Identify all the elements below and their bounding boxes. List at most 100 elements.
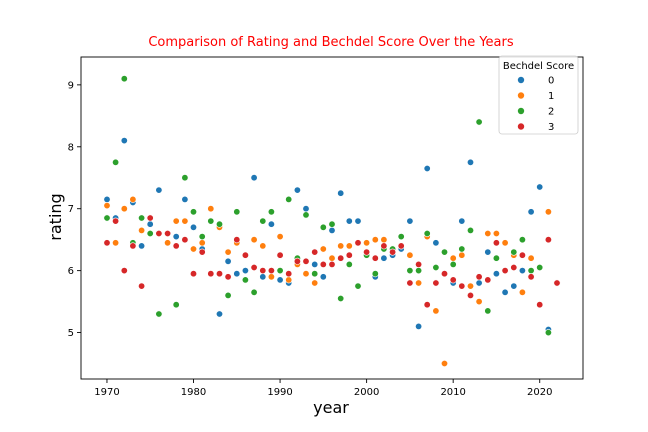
data-point bbox=[449, 276, 457, 284]
data-point bbox=[328, 226, 336, 234]
data-point bbox=[406, 279, 414, 287]
data-point bbox=[510, 248, 518, 256]
data-point bbox=[527, 208, 535, 216]
data-point bbox=[440, 270, 448, 278]
data-point bbox=[449, 260, 457, 268]
data-point bbox=[112, 239, 120, 247]
data-point bbox=[103, 214, 111, 222]
data-point bbox=[216, 220, 224, 228]
data-point bbox=[285, 195, 293, 203]
data-point bbox=[337, 242, 345, 250]
data-point bbox=[129, 242, 137, 250]
data-point bbox=[501, 288, 509, 296]
data-point bbox=[423, 301, 431, 309]
data-point bbox=[276, 267, 284, 275]
data-point bbox=[458, 282, 466, 290]
data-point bbox=[406, 251, 414, 259]
legend-label-1: 1 bbox=[548, 91, 554, 102]
data-point bbox=[181, 236, 189, 244]
data-point bbox=[129, 195, 137, 203]
data-point bbox=[224, 248, 232, 256]
data-point bbox=[319, 245, 327, 253]
data-point bbox=[241, 276, 249, 284]
y-tick-label: 8 bbox=[68, 142, 74, 153]
data-point bbox=[389, 248, 397, 256]
data-point bbox=[484, 276, 492, 284]
data-point bbox=[302, 211, 310, 219]
data-point bbox=[328, 260, 336, 268]
data-point bbox=[423, 165, 431, 173]
data-point bbox=[138, 226, 146, 234]
data-point bbox=[198, 239, 206, 247]
y-tick-label: 6 bbox=[68, 266, 74, 277]
data-point bbox=[449, 254, 457, 262]
data-point bbox=[120, 205, 128, 213]
data-point bbox=[501, 239, 509, 247]
data-point bbox=[138, 282, 146, 290]
data-point bbox=[250, 263, 258, 271]
x-axis-label: year bbox=[313, 398, 349, 417]
data-point bbox=[492, 230, 500, 238]
data-point bbox=[484, 248, 492, 256]
data-point bbox=[112, 217, 120, 225]
data-point bbox=[354, 239, 362, 247]
data-point bbox=[250, 288, 258, 296]
data-point bbox=[190, 270, 198, 278]
data-point bbox=[319, 223, 327, 231]
data-point bbox=[527, 254, 535, 262]
data-point bbox=[406, 267, 414, 275]
y-tick-label: 5 bbox=[68, 328, 74, 339]
data-point bbox=[406, 217, 414, 225]
data-point bbox=[250, 174, 258, 182]
data-point bbox=[432, 263, 440, 271]
data-point bbox=[553, 279, 561, 287]
data-point bbox=[527, 273, 535, 281]
data-point bbox=[198, 233, 206, 241]
data-point bbox=[276, 276, 284, 284]
data-point bbox=[371, 254, 379, 262]
data-point bbox=[164, 239, 172, 247]
data-point bbox=[259, 267, 267, 275]
data-point bbox=[172, 217, 180, 225]
data-point bbox=[371, 270, 379, 278]
data-point bbox=[363, 248, 371, 256]
data-point bbox=[354, 217, 362, 225]
data-point bbox=[345, 217, 353, 225]
data-point bbox=[311, 260, 319, 268]
data-point bbox=[423, 230, 431, 238]
data-point bbox=[103, 202, 111, 210]
data-point bbox=[397, 233, 405, 241]
data-point bbox=[120, 137, 128, 145]
data-point bbox=[458, 251, 466, 259]
data-point bbox=[466, 226, 474, 234]
data-point bbox=[146, 230, 154, 238]
data-point bbox=[103, 195, 111, 203]
data-point bbox=[285, 276, 293, 284]
data-point bbox=[311, 248, 319, 256]
data-point bbox=[112, 158, 120, 166]
data-point bbox=[345, 260, 353, 268]
data-point bbox=[380, 242, 388, 250]
x-tick-label: 2020 bbox=[527, 387, 552, 398]
x-tick-label: 1980 bbox=[181, 387, 206, 398]
data-point bbox=[484, 230, 492, 238]
data-point bbox=[536, 301, 544, 309]
data-point bbox=[475, 118, 483, 126]
legend-box bbox=[498, 55, 579, 135]
data-point bbox=[536, 263, 544, 271]
data-point bbox=[518, 236, 526, 244]
x-tick-label: 2010 bbox=[440, 387, 465, 398]
y-axis-label: rating bbox=[46, 193, 65, 240]
legend-marker-0 bbox=[517, 76, 525, 84]
data-point bbox=[380, 254, 388, 262]
data-point bbox=[216, 310, 224, 318]
legend-label-0: 0 bbox=[548, 76, 554, 87]
plot-area bbox=[80, 56, 584, 380]
data-point bbox=[337, 189, 345, 197]
data-point bbox=[371, 236, 379, 244]
data-point bbox=[224, 291, 232, 299]
series-2 bbox=[103, 75, 552, 337]
data-point bbox=[267, 273, 275, 281]
data-point bbox=[518, 251, 526, 259]
data-point bbox=[120, 267, 128, 275]
